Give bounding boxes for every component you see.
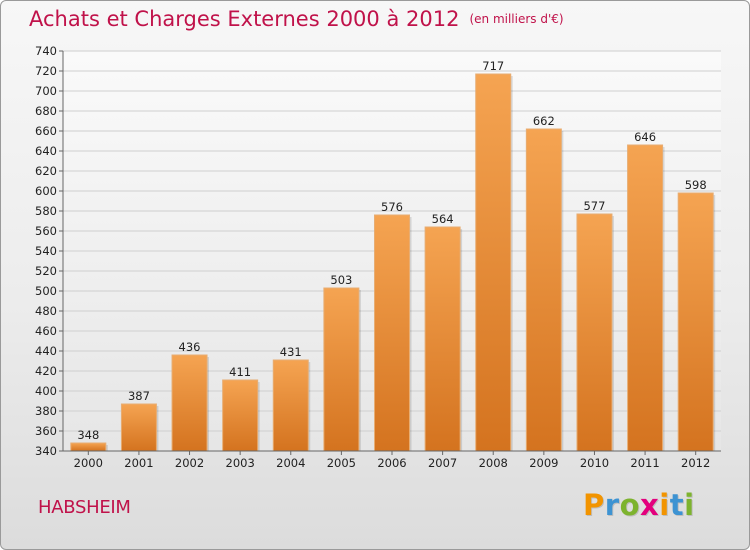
bar-value-label: 436 xyxy=(179,340,201,354)
y-tick-label: 500 xyxy=(35,284,57,298)
y-tick-label: 740 xyxy=(35,44,57,58)
y-tick-label: 520 xyxy=(35,264,57,278)
bar xyxy=(70,442,107,452)
y-tick-label: 380 xyxy=(35,404,57,418)
bar-value-label: 348 xyxy=(77,428,99,442)
y-tick-label: 600 xyxy=(35,184,57,198)
city-name: HABSHEIM xyxy=(38,497,131,518)
bar xyxy=(475,73,512,452)
bar xyxy=(576,213,613,452)
bar-value-label: 598 xyxy=(685,178,707,192)
y-tick-label: 440 xyxy=(35,344,57,358)
x-tick-label: 2001 xyxy=(124,456,153,470)
x-tick-label: 2011 xyxy=(630,456,659,470)
y-tick-label: 420 xyxy=(35,364,57,378)
bar-value-label: 646 xyxy=(634,130,656,144)
bar-value-label: 577 xyxy=(583,199,605,213)
y-tick-label: 640 xyxy=(35,144,57,158)
bar xyxy=(677,192,714,452)
x-tick-label: 2003 xyxy=(226,456,255,470)
bar-value-label: 576 xyxy=(381,200,403,214)
logo-letter: i xyxy=(659,488,670,522)
y-tick-label: 540 xyxy=(35,244,57,258)
logo-letter: t xyxy=(669,488,685,522)
chart-title-unit: (en milliers d'€) xyxy=(469,12,564,26)
chart-title-main: Achats et Charges Externes 2000 à 2012 xyxy=(29,7,460,31)
bar-value-label: 431 xyxy=(280,345,302,359)
logo-letter: r xyxy=(604,488,620,522)
y-tick-label: 660 xyxy=(35,124,57,138)
logo-letter: o xyxy=(619,488,641,522)
y-tick-label: 700 xyxy=(35,84,57,98)
x-tick-label: 2006 xyxy=(377,456,406,470)
bar xyxy=(374,214,410,452)
x-tick-label: 2000 xyxy=(74,456,103,470)
proxiti-logo: Proxiti xyxy=(583,488,695,522)
x-tick-label: 2012 xyxy=(681,456,710,470)
bar xyxy=(627,144,664,452)
x-tick-label: 2010 xyxy=(580,456,609,470)
bar xyxy=(525,128,562,452)
bar-value-label: 503 xyxy=(330,273,352,287)
bar xyxy=(120,403,157,452)
x-tick-label: 2009 xyxy=(529,456,558,470)
y-tick-label: 360 xyxy=(35,424,57,438)
y-tick-label: 560 xyxy=(35,224,57,238)
y-tick-label: 400 xyxy=(35,384,57,398)
y-tick-label: 680 xyxy=(35,104,57,118)
logo-letter: x xyxy=(640,488,660,522)
bar-value-label: 717 xyxy=(482,59,504,73)
x-tick-label: 2002 xyxy=(175,456,204,470)
y-tick-label: 460 xyxy=(35,324,57,338)
chart-title: Achats et Charges Externes 2000 à 2012 (e… xyxy=(29,7,564,31)
bar xyxy=(272,359,309,452)
logo-letter: P xyxy=(583,488,605,522)
bar-value-label: 411 xyxy=(229,365,251,379)
y-tick-label: 340 xyxy=(35,444,57,458)
bar-value-label: 662 xyxy=(533,114,555,128)
y-tick-label: 580 xyxy=(35,204,57,218)
y-tick-label: 620 xyxy=(35,164,57,178)
x-tick-label: 2007 xyxy=(428,456,457,470)
bar-value-label: 564 xyxy=(432,212,454,226)
x-tick-label: 2004 xyxy=(276,456,305,470)
bar xyxy=(323,287,360,452)
bar xyxy=(171,354,208,452)
bars: 348 387 436 411 431 503 576 564 717 662 577 646 598 xyxy=(70,59,716,452)
logo-letter: i xyxy=(684,488,695,522)
bar xyxy=(222,379,259,452)
x-tick-label: 2005 xyxy=(327,456,356,470)
x-tick-label: 2008 xyxy=(479,456,508,470)
bar-value-label: 387 xyxy=(128,389,150,403)
y-axis: 340 360 380 400 420 440 460 480 500 520 540 560 580 6… xyxy=(35,44,64,458)
bar xyxy=(424,226,461,452)
y-tick-label: 480 xyxy=(35,304,57,318)
x-axis: 2000 2001 2002 2003 2004 2005 2006 2007 2008 2009… xyxy=(63,450,721,470)
y-tick-label: 720 xyxy=(35,64,57,78)
